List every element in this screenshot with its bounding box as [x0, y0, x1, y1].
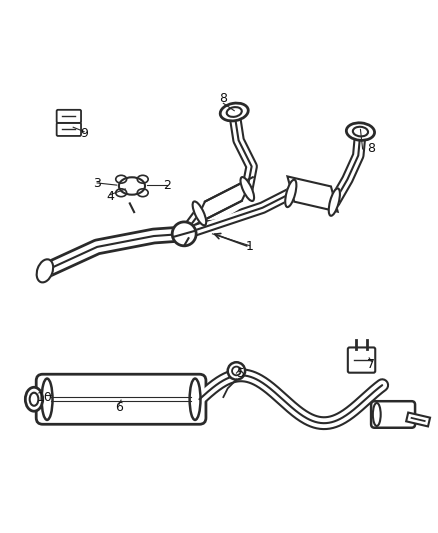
Text: 8: 8	[367, 142, 375, 156]
Text: 6: 6	[115, 401, 123, 415]
FancyBboxPatch shape	[36, 374, 206, 424]
Ellipse shape	[228, 362, 245, 379]
Ellipse shape	[37, 260, 53, 282]
Ellipse shape	[346, 123, 374, 140]
Ellipse shape	[227, 107, 242, 117]
Ellipse shape	[190, 378, 201, 420]
Polygon shape	[287, 176, 338, 212]
Ellipse shape	[353, 127, 368, 136]
Ellipse shape	[232, 367, 241, 375]
Text: 8: 8	[219, 92, 227, 106]
FancyBboxPatch shape	[371, 401, 415, 428]
Ellipse shape	[329, 188, 340, 216]
Text: 2: 2	[163, 180, 171, 192]
Text: 3: 3	[93, 177, 101, 190]
Ellipse shape	[25, 387, 43, 411]
FancyBboxPatch shape	[348, 348, 375, 373]
Ellipse shape	[116, 189, 127, 197]
Ellipse shape	[220, 103, 248, 121]
Text: 7: 7	[367, 358, 375, 371]
Ellipse shape	[119, 177, 145, 195]
Text: 10: 10	[37, 391, 53, 403]
Ellipse shape	[195, 183, 251, 220]
FancyBboxPatch shape	[57, 110, 81, 123]
Ellipse shape	[137, 175, 148, 183]
Ellipse shape	[116, 175, 127, 183]
Text: 1: 1	[246, 240, 254, 253]
Ellipse shape	[172, 222, 196, 246]
Ellipse shape	[137, 189, 148, 197]
FancyBboxPatch shape	[57, 123, 81, 136]
Ellipse shape	[373, 403, 381, 426]
Ellipse shape	[193, 201, 206, 225]
Text: 4: 4	[106, 190, 114, 204]
Text: 5: 5	[237, 367, 245, 379]
Ellipse shape	[240, 177, 254, 201]
Ellipse shape	[30, 393, 39, 406]
Text: 9: 9	[80, 127, 88, 140]
Ellipse shape	[285, 180, 297, 207]
Ellipse shape	[42, 378, 53, 420]
Polygon shape	[194, 177, 253, 225]
